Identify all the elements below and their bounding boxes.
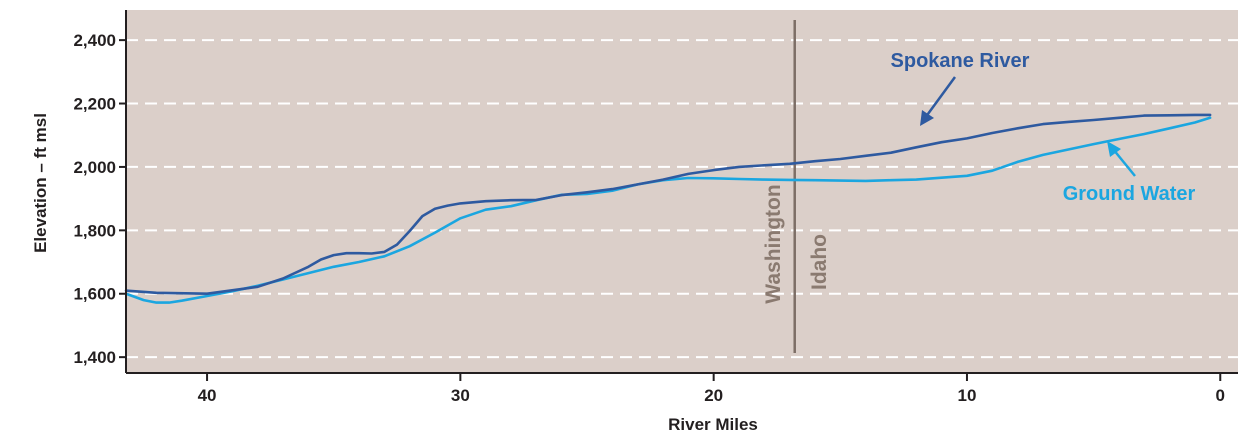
spokane-river-arrow	[920, 76, 957, 126]
y-axis-title: Elevation – ft msl	[31, 113, 50, 253]
x-axis-title: River Miles	[668, 415, 758, 434]
y-tick-label: 1,400	[73, 348, 116, 367]
x-axis-ticks: 40 30 20 10 0	[198, 373, 1225, 405]
x-tick-label: 0	[1216, 386, 1225, 405]
spokane-river-label: Spokane River	[891, 50, 1030, 72]
y-tick-label: 2,000	[73, 158, 116, 177]
spokane-river-line	[124, 113, 1212, 296]
y-tick-label: 2,200	[73, 95, 116, 114]
y-tick-label: 1,600	[73, 285, 116, 304]
grid-lines	[126, 39, 1238, 359]
x-tick-label: 30	[451, 386, 470, 405]
x-tick-label: 10	[958, 386, 977, 405]
ground-water-arrow	[1107, 141, 1136, 177]
y-axis-ticks: 2,400 2,200 2,000 1,800 1,600 1,400	[73, 31, 126, 367]
washington-label: Washington	[762, 184, 785, 303]
series-lines	[124, 113, 1212, 304]
x-tick-label: 20	[704, 386, 723, 405]
idaho-label: Idaho	[808, 234, 831, 290]
ground-water-label: Ground Water	[1063, 183, 1196, 205]
x-tick-label: 40	[198, 386, 217, 405]
y-tick-label: 1,800	[73, 221, 116, 240]
plot-background	[126, 10, 1238, 373]
y-tick-label: 2,400	[73, 31, 116, 50]
